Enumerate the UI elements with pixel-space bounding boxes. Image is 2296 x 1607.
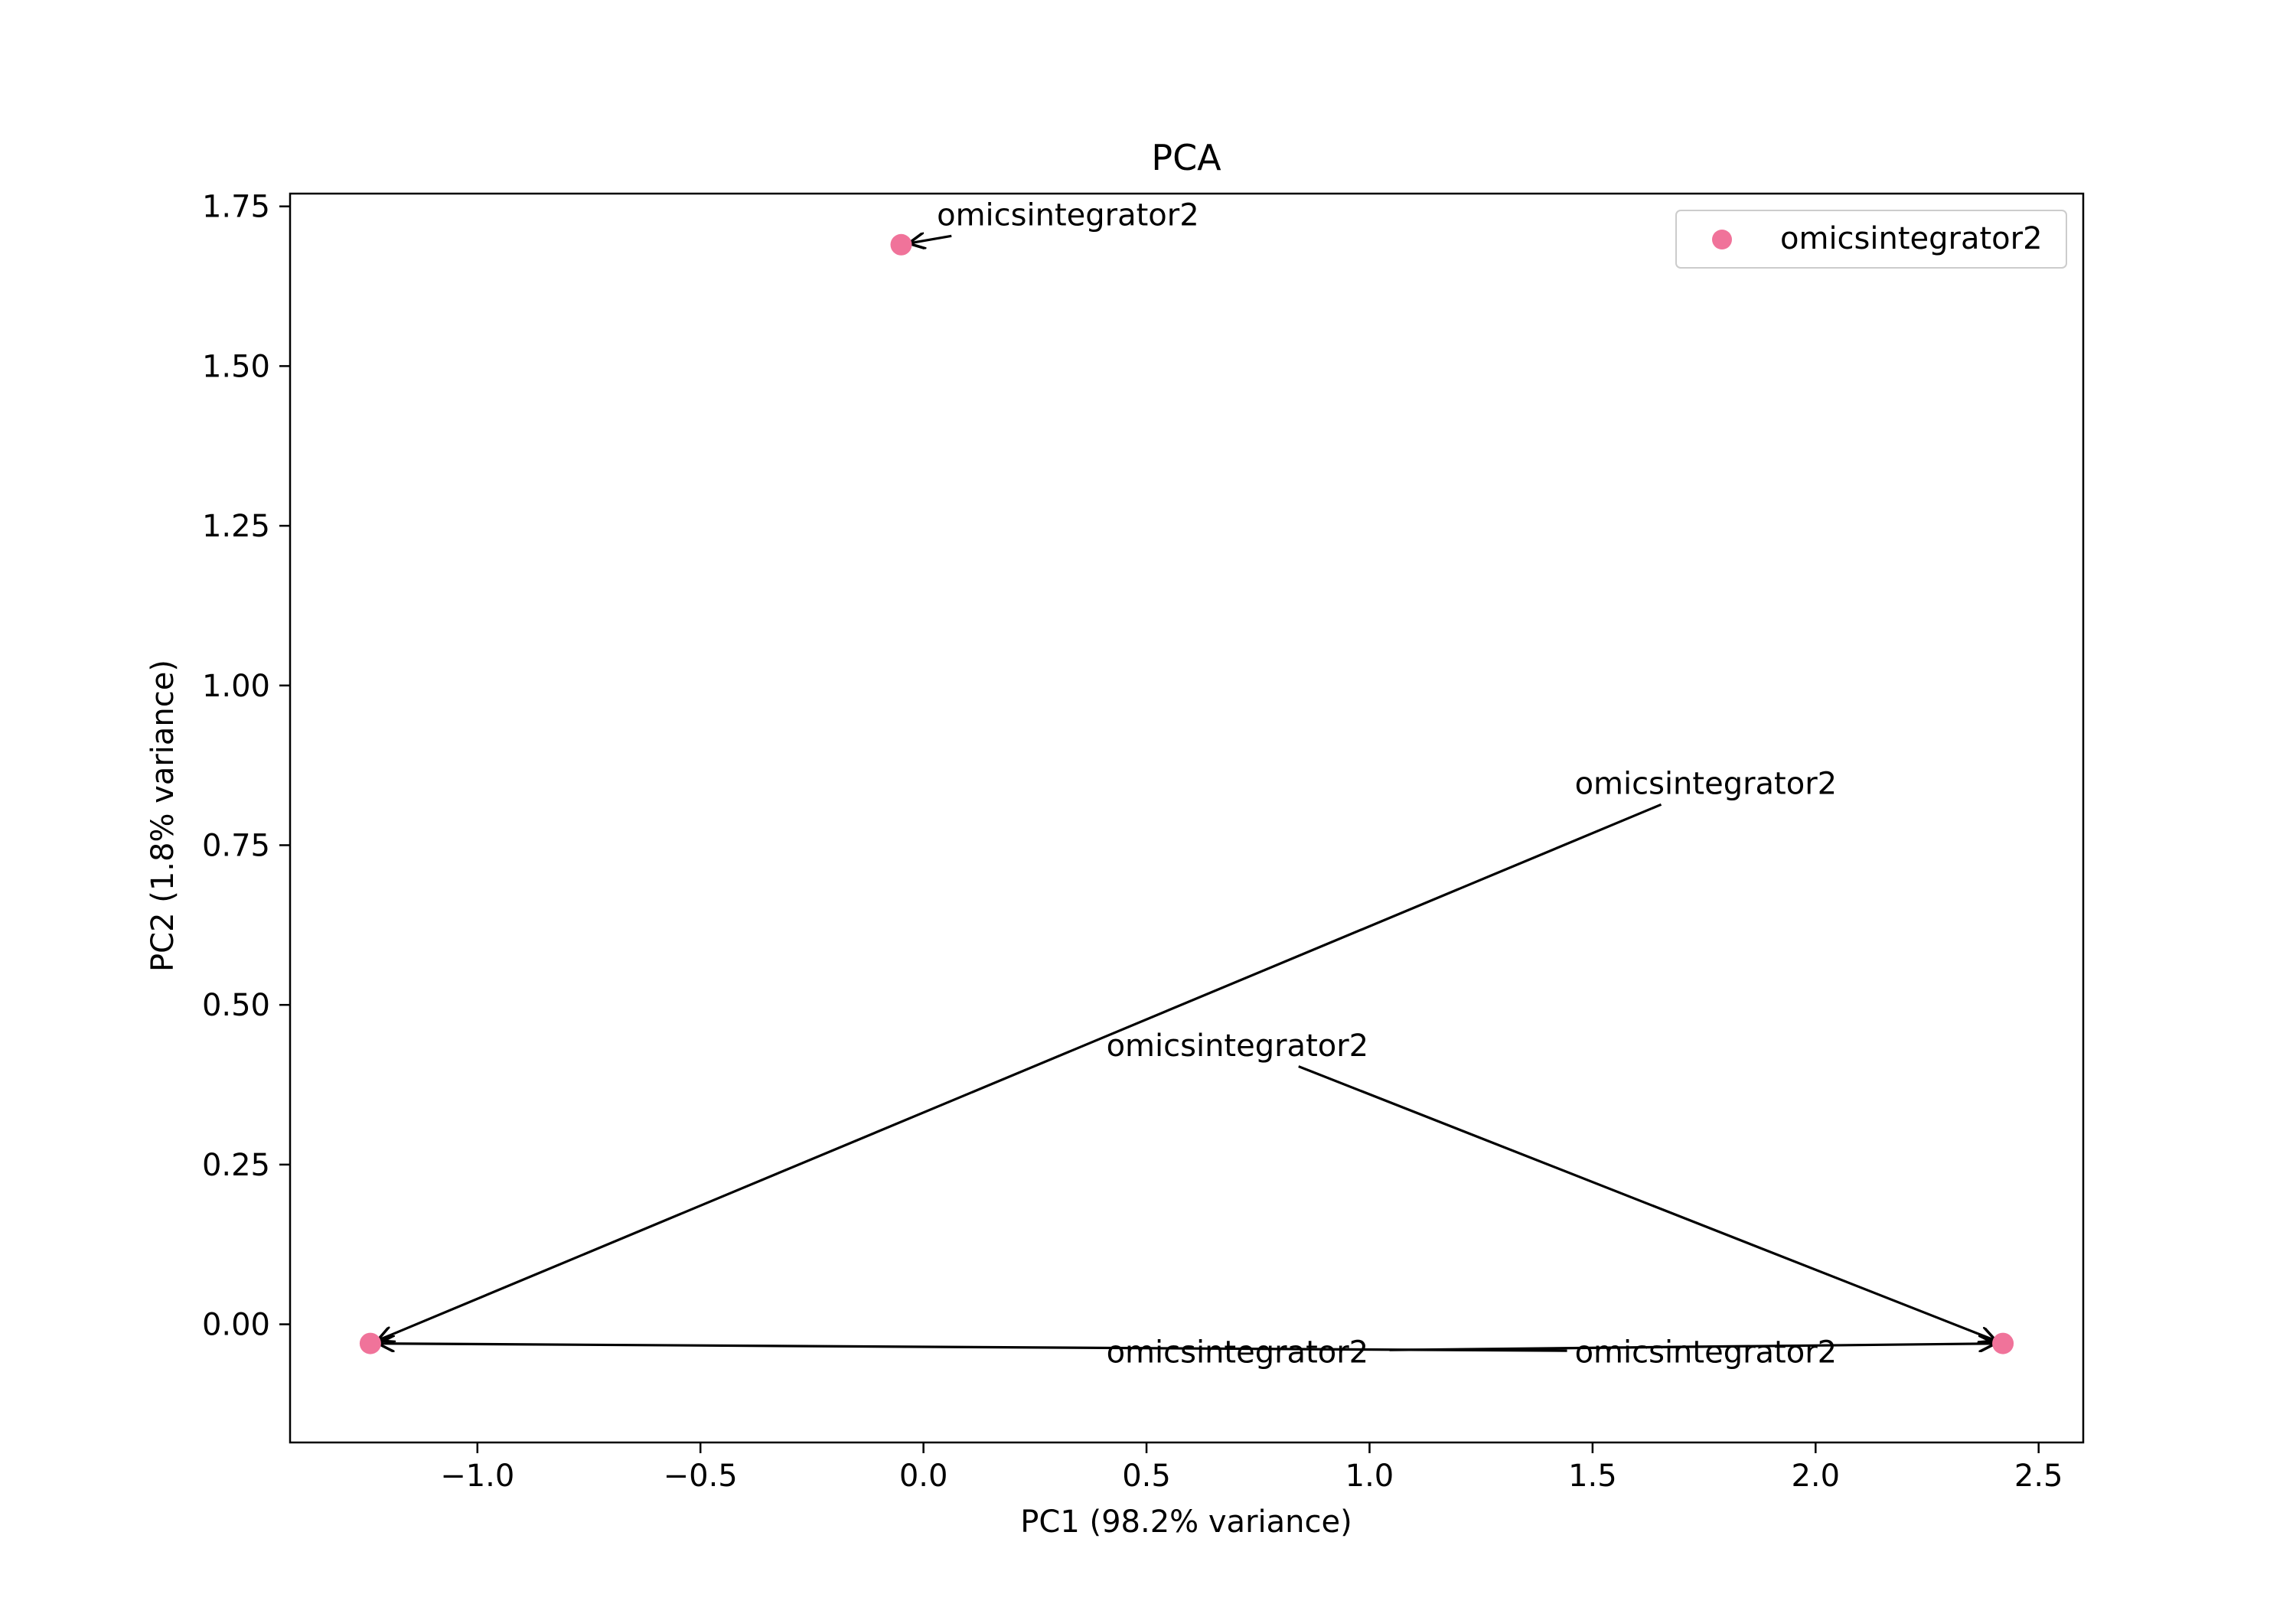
x-tick-label: 2.0 — [1791, 1459, 1840, 1494]
legend-marker — [1712, 230, 1732, 249]
annotation-label: omicsintegrator2 — [1575, 767, 1838, 802]
plot-frame — [289, 192, 2085, 1444]
x-axis-ticks: −1.0 −0.5 0.0 0.5 1.0 1.5 2.0 2.5 — [440, 1442, 2063, 1494]
annotation-label: omicsintegrator2 — [1107, 1335, 1369, 1371]
annotation-label: omicsintegrator2 — [937, 198, 1199, 233]
x-tick-label: 1.5 — [1568, 1459, 1617, 1494]
data-point — [890, 233, 912, 256]
x-tick-label: 0.5 — [1122, 1459, 1171, 1494]
annotation-arrow — [379, 803, 1662, 1340]
data-point — [359, 1332, 381, 1354]
data-point — [1992, 1332, 2014, 1354]
x-tick-label: 1.0 — [1345, 1459, 1394, 1494]
y-tick-label: 1.25 — [202, 509, 270, 544]
y-axis-ticks: 0.00 0.25 0.50 0.75 1.00 1.25 1.50 1.75 — [202, 190, 290, 1343]
annotation-arrow — [1298, 1065, 1994, 1341]
annotation-arrow — [380, 1344, 1567, 1351]
legend-label: omicsintegrator2 — [1780, 221, 2043, 256]
y-tick-label: 0.00 — [202, 1308, 270, 1343]
legend-box — [1675, 210, 2067, 269]
data-points — [359, 233, 2014, 1354]
x-tick-label: 2.5 — [2014, 1459, 2063, 1494]
x-tick-label: −1.0 — [440, 1459, 514, 1494]
y-tick-label: 1.75 — [202, 190, 270, 225]
y-tick-label: 1.00 — [202, 669, 270, 704]
y-tick-label: 0.75 — [202, 828, 270, 863]
x-axis-label: PC1 (98.2% variance) — [1020, 1504, 1352, 1540]
annotation-label: omicsintegrator2 — [1107, 1028, 1369, 1064]
y-tick-label: 1.50 — [202, 349, 270, 384]
y-tick-label: 0.50 — [202, 988, 270, 1023]
annotations: omicsintegrator2 omicsintegrator2 omicsint… — [379, 198, 1994, 1371]
x-tick-label: 0.0 — [899, 1459, 948, 1494]
y-tick-label: 0.25 — [202, 1148, 270, 1183]
x-tick-label: −0.5 — [664, 1459, 738, 1494]
y-axis-label: PC2 (1.8% variance) — [145, 660, 181, 972]
annotation-label: omicsintegrator2 — [1575, 1335, 1838, 1371]
annotation-arrow — [910, 236, 952, 243]
annotation-arrow — [1389, 1344, 1994, 1350]
chart-title: PCA — [1151, 137, 1221, 178]
legend: omicsintegrator2 — [1675, 210, 2067, 269]
